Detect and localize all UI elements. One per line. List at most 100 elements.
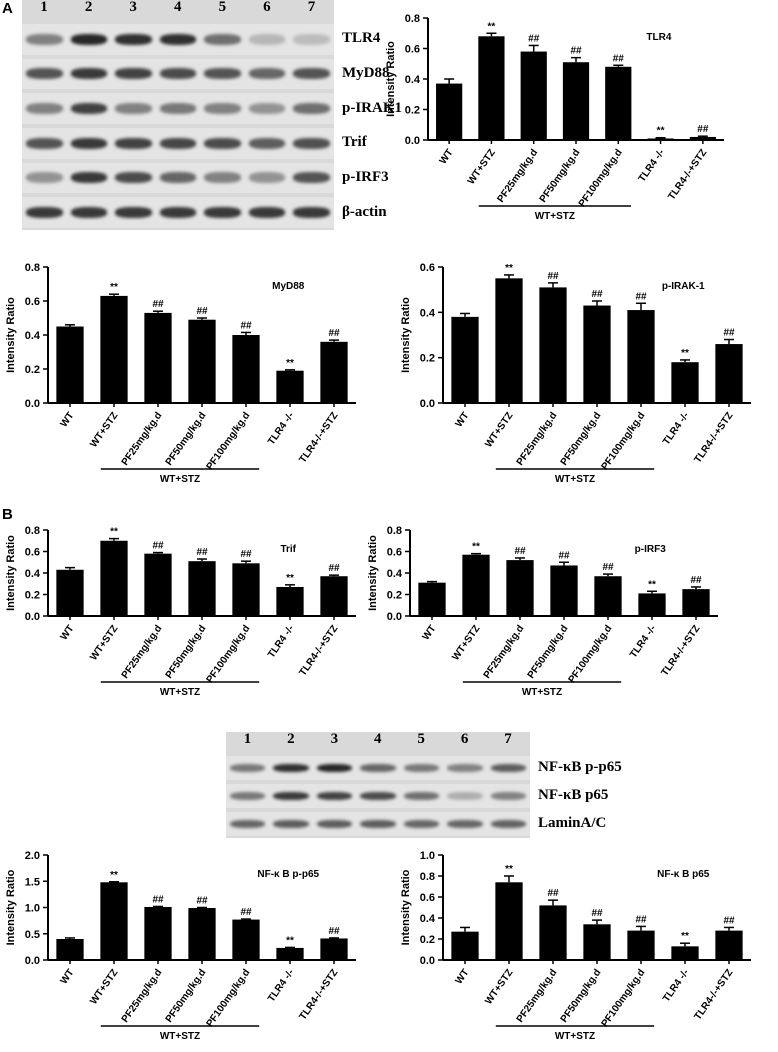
lane-number: 1 xyxy=(40,0,48,15)
panel-label-a: A xyxy=(2,0,13,17)
blot-band xyxy=(204,103,241,115)
y-tick-label: 0.8 xyxy=(387,525,402,537)
x-tick-label: TLR4 -/- xyxy=(266,410,296,447)
blot-band xyxy=(273,819,309,829)
bar xyxy=(418,582,446,616)
blot-band xyxy=(230,819,266,829)
lane-number: 7 xyxy=(504,731,512,747)
x-tick-label: WT xyxy=(59,623,77,642)
significance-label: ## xyxy=(514,546,526,557)
blot-band xyxy=(115,137,152,149)
significance-label: ## xyxy=(591,908,603,919)
blot-band xyxy=(26,172,63,184)
x-tick-label: PF100mg/kg.d xyxy=(600,967,648,1029)
significance-label: ## xyxy=(723,915,735,926)
y-tick-label: 0.6 xyxy=(25,296,40,308)
x-tick-label: PF50mg/kg.d xyxy=(526,623,571,680)
y-axis-label: Intensity Ratio xyxy=(400,869,412,945)
blot-strip xyxy=(22,93,334,124)
bar xyxy=(100,540,128,616)
significance-label: ## xyxy=(547,888,559,899)
significance-label: ** xyxy=(657,126,665,137)
x-tick-label: PF50mg/kg.d xyxy=(559,967,604,1024)
chart-title: NF-κ B p-p65 xyxy=(257,869,319,880)
x-tick-label: PF50mg/kg.d xyxy=(164,623,209,680)
blot-band xyxy=(447,763,483,773)
y-tick-label: 0.2 xyxy=(420,353,435,365)
blot-band xyxy=(115,33,152,45)
bar xyxy=(276,586,304,616)
bar xyxy=(715,344,743,403)
bar xyxy=(436,83,463,140)
bar xyxy=(689,136,716,140)
significance-label: ## xyxy=(196,547,208,558)
group-label: WT+STZ xyxy=(160,1031,200,1042)
x-tick-label: PF25mg/kg.d xyxy=(515,967,560,1024)
x-tick-label: PF100mg/kg.d xyxy=(205,623,253,685)
y-tick-label: 0.4 xyxy=(405,74,421,86)
chart-title: NF-κ B p65 xyxy=(657,869,710,880)
significance-label: ** xyxy=(286,935,294,946)
lane-number: 6 xyxy=(460,731,469,747)
chart-myd88: 0.0 0.2 0.4 0.6 0.8 Intensity Ratio MyD88 WT ** W… xyxy=(5,262,356,485)
blot-strip xyxy=(22,128,334,159)
x-tick-label: PF25mg/kg.d xyxy=(515,410,560,467)
y-tick-label: 0.4 xyxy=(25,568,41,580)
bar xyxy=(100,295,128,403)
blot-label: NF-κB p-p65 xyxy=(538,759,622,775)
x-tick-label: WT+STZ xyxy=(483,967,515,1006)
bar xyxy=(550,565,578,616)
lane-number: 1 xyxy=(243,731,252,747)
western-blot-bottom xyxy=(226,732,530,838)
significance-label: ## xyxy=(697,124,709,135)
significance-label: ## xyxy=(240,907,252,918)
blot-band xyxy=(273,763,309,773)
blot-band xyxy=(70,103,108,115)
blot-band xyxy=(293,68,330,80)
x-tick-label: TLR4 -/- xyxy=(266,623,296,660)
blot-band xyxy=(204,33,241,45)
blot-strip xyxy=(22,162,334,194)
bar xyxy=(188,319,216,403)
chart-title: TLR4 xyxy=(646,32,671,43)
significance-label: ## xyxy=(570,46,582,57)
x-tick-label: PF100mg/kg.d xyxy=(600,410,648,472)
y-tick-label: 0.8 xyxy=(420,871,435,883)
bar xyxy=(495,278,523,403)
x-tick-label: PF25mg/kg.d xyxy=(482,623,527,680)
blot-band xyxy=(447,819,483,829)
blot-band xyxy=(248,207,286,219)
bar xyxy=(627,310,655,403)
bar xyxy=(638,593,666,616)
bar xyxy=(276,947,304,960)
blot-band xyxy=(70,207,108,219)
y-tick-label: 0.2 xyxy=(25,364,40,376)
x-tick-label: TLR4 -/- xyxy=(661,967,691,1004)
blot-label: p-IRF3 xyxy=(342,169,389,185)
blot-band xyxy=(293,137,330,149)
lane-number: 5 xyxy=(417,731,425,747)
x-tick-label: TLR4-/-+STZ xyxy=(298,410,341,465)
y-tick-label: 0.6 xyxy=(420,892,435,904)
blot-band xyxy=(490,791,526,801)
significance-label: ## xyxy=(196,306,208,317)
y-tick-label: 0.4 xyxy=(420,307,436,319)
blot-label: p-IRAK1 xyxy=(342,99,403,116)
blot-band xyxy=(248,137,286,149)
bar xyxy=(56,326,84,403)
bar xyxy=(495,882,523,960)
x-tick-label: TLR4-/-+STZ xyxy=(660,623,703,678)
y-tick-label: 0.2 xyxy=(405,105,420,117)
significance-label: ** xyxy=(681,348,689,359)
blot-band xyxy=(403,791,440,801)
y-tick-label: 0.0 xyxy=(405,135,420,147)
bar xyxy=(144,906,172,960)
x-tick-label: TLR4 -/- xyxy=(637,147,667,184)
significance-label: ** xyxy=(505,263,513,274)
x-tick-label: WT xyxy=(438,147,456,166)
chart-nfkb-p-p65: 0.0 0.5 1.0 1.5 2.0 Intensity Ratio NF-κ B p-p… xyxy=(5,850,356,1042)
chart-title: Trif xyxy=(280,544,296,555)
blot-band xyxy=(293,207,330,219)
y-tick-label: 2.0 xyxy=(25,850,40,862)
y-tick-label: 0.2 xyxy=(387,590,402,602)
